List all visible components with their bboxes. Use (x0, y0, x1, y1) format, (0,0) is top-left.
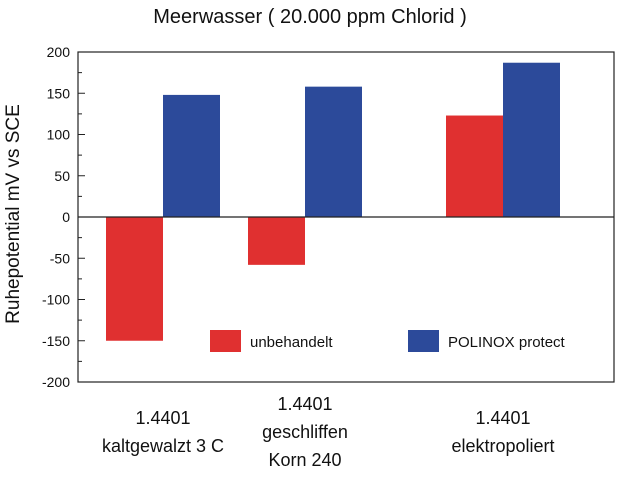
y-tick-label: 50 (54, 168, 70, 184)
x-category-line: Korn 240 (268, 450, 342, 470)
x-category-label: 1.4401 kaltgewalzt 3 C (88, 404, 238, 460)
legend-label: unbehandelt (250, 334, 333, 351)
bar-polinox-protect-1 (305, 86, 362, 218)
legend-swatch (408, 330, 439, 352)
x-category-label: 1.4401 geschliffen Korn 240 (230, 390, 380, 474)
x-category-line: kaltgewalzt 3 C (101, 436, 225, 456)
chart-title: Meerwasser ( 20.000 ppm Chlorid ) (153, 6, 467, 28)
y-tick-label: -200 (42, 374, 70, 390)
x-category-line: 1.4401 (475, 408, 531, 428)
bar-unbehandelt-1 (248, 217, 305, 265)
y-tick-label: -150 (42, 333, 70, 349)
x-category-line: 1.4401 (277, 394, 333, 414)
bar-unbehandelt-2 (446, 115, 503, 217)
x-category-line: 1.4401 (135, 408, 191, 428)
y-tick-label: 100 (47, 127, 71, 143)
y-tick-label: -100 (42, 292, 70, 308)
y-tick-label: -50 (50, 250, 70, 266)
x-category-line: elektropoliert (451, 436, 555, 456)
x-category-label: 1.4401 elektropoliert (428, 404, 578, 460)
bar-polinox-protect-2 (503, 62, 560, 217)
x-category-line: geschliffen (262, 422, 348, 442)
y-tick-label: 200 (47, 44, 71, 60)
legend-swatch (210, 330, 241, 352)
bar-unbehandelt-0 (106, 217, 163, 341)
y-tick-label: 0 (62, 209, 70, 225)
bar-polinox-protect-0 (163, 94, 220, 217)
legend-label: POLINOX protect (448, 334, 566, 351)
y-tick-label: 150 (47, 85, 71, 101)
